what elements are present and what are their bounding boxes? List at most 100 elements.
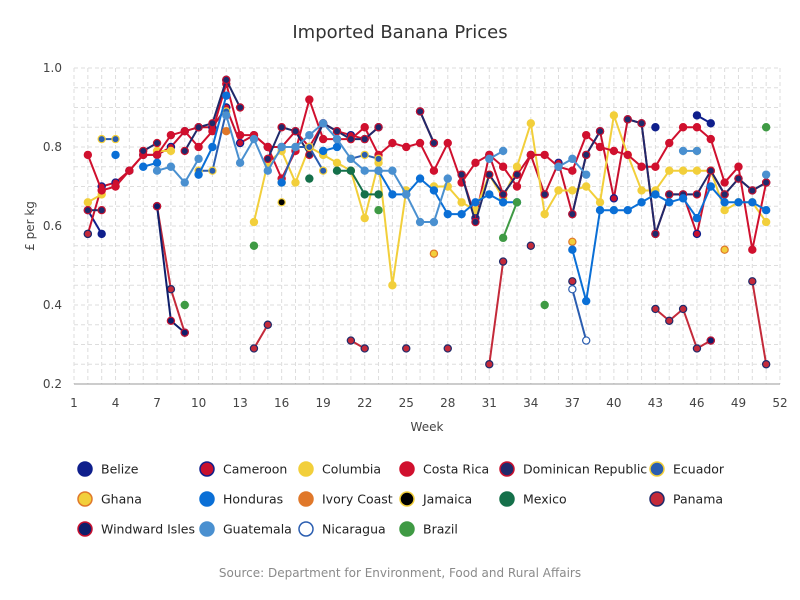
data-point[interactable] (706, 336, 715, 345)
data-point[interactable] (374, 205, 383, 215)
data-point[interactable] (457, 198, 466, 207)
data-point[interactable] (152, 202, 162, 211)
data-point[interactable] (581, 150, 591, 160)
data-point[interactable] (609, 194, 619, 203)
data-point[interactable] (360, 150, 369, 160)
data-point[interactable] (609, 146, 619, 156)
data-point[interactable] (678, 166, 688, 175)
data-point[interactable] (720, 178, 729, 187)
data-point[interactable] (734, 174, 743, 183)
data-point[interactable] (291, 142, 300, 152)
data-point[interactable] (485, 154, 494, 164)
data-point[interactable] (332, 166, 342, 175)
data-point[interactable] (139, 162, 148, 171)
data-point[interactable] (263, 320, 273, 329)
data-point[interactable] (651, 304, 660, 314)
data-point[interactable] (222, 75, 231, 85)
data-point[interactable] (471, 198, 480, 207)
data-point[interactable] (305, 142, 314, 152)
legend-item-ivory-coast[interactable]: Ivory Coast (298, 491, 393, 507)
data-point[interactable] (97, 134, 106, 144)
data-point[interactable] (595, 126, 605, 136)
data-point[interactable] (346, 336, 356, 345)
data-point[interactable] (761, 217, 771, 227)
data-point[interactable] (609, 205, 619, 215)
data-point[interactable] (125, 166, 134, 175)
data-point[interactable] (457, 170, 466, 179)
data-point[interactable] (402, 142, 411, 152)
data-point[interactable] (665, 198, 674, 207)
data-point[interactable] (360, 166, 369, 175)
data-point[interactable] (194, 170, 203, 179)
data-point[interactable] (692, 213, 702, 223)
data-point[interactable] (97, 229, 106, 239)
legend-item-honduras[interactable]: Honduras (199, 491, 283, 507)
data-point[interactable] (554, 186, 563, 195)
data-point[interactable] (512, 170, 522, 179)
data-point[interactable] (581, 182, 591, 191)
data-point[interactable] (540, 150, 549, 160)
data-point[interactable] (761, 170, 771, 179)
data-point[interactable] (498, 233, 508, 243)
data-point[interactable] (498, 162, 508, 171)
data-point[interactable] (665, 166, 674, 175)
data-point[interactable] (651, 123, 660, 132)
data-point[interactable] (581, 130, 591, 140)
data-point[interactable] (692, 146, 702, 156)
data-point[interactable] (415, 217, 425, 227)
data-point[interactable] (166, 146, 176, 156)
data-point[interactable] (388, 166, 397, 175)
data-point[interactable] (277, 142, 286, 152)
data-point[interactable] (249, 344, 259, 353)
legend-item-columbia[interactable]: Columbia (298, 461, 381, 477)
data-point[interactable] (526, 119, 536, 128)
data-point[interactable] (83, 198, 93, 207)
data-point[interactable] (415, 138, 425, 148)
data-point[interactable] (83, 150, 93, 160)
data-point[interactable] (748, 186, 757, 195)
data-point[interactable] (457, 209, 466, 219)
data-point[interactable] (415, 107, 425, 116)
data-point[interactable] (139, 146, 148, 156)
data-point[interactable] (637, 162, 646, 171)
data-point[interactable] (429, 166, 439, 175)
data-point[interactable] (388, 138, 397, 148)
data-point[interactable] (415, 174, 425, 183)
data-point[interactable] (180, 146, 189, 156)
data-point[interactable] (568, 285, 577, 294)
data-point[interactable] (568, 186, 577, 195)
data-point[interactable] (97, 205, 106, 215)
data-point[interactable] (360, 134, 369, 144)
data-point[interactable] (443, 209, 452, 219)
legend-item-nicaragua[interactable]: Nicaragua (298, 521, 386, 537)
legend-item-brazil[interactable]: Brazil (399, 521, 458, 537)
data-point[interactable] (263, 166, 273, 175)
data-point[interactable] (761, 360, 771, 369)
data-point[interactable] (388, 190, 397, 199)
data-point[interactable] (111, 134, 120, 144)
legend-item-ecuador[interactable]: Ecuador (649, 461, 725, 477)
data-point[interactable] (678, 304, 688, 314)
data-point[interactable] (249, 241, 259, 250)
data-point[interactable] (360, 344, 369, 353)
legend-item-jamaica[interactable]: Jamaica (399, 491, 472, 507)
legend-item-mexico[interactable]: Mexico (499, 491, 567, 507)
data-point[interactable] (637, 186, 646, 195)
data-point[interactable] (152, 166, 162, 175)
data-point[interactable] (222, 111, 231, 120)
data-point[interactable] (235, 158, 245, 167)
data-point[interactable] (360, 190, 369, 199)
data-point[interactable] (512, 162, 522, 171)
data-point[interactable] (166, 162, 176, 171)
data-point[interactable] (263, 154, 273, 164)
data-point[interactable] (194, 154, 203, 164)
data-point[interactable] (318, 166, 328, 175)
data-point[interactable] (581, 170, 591, 179)
data-point[interactable] (595, 205, 605, 215)
data-point[interactable] (623, 205, 632, 215)
data-point[interactable] (277, 198, 286, 207)
data-point[interactable] (374, 123, 383, 132)
data-point[interactable] (180, 178, 189, 187)
data-point[interactable] (568, 237, 577, 246)
data-point[interactable] (540, 209, 549, 219)
